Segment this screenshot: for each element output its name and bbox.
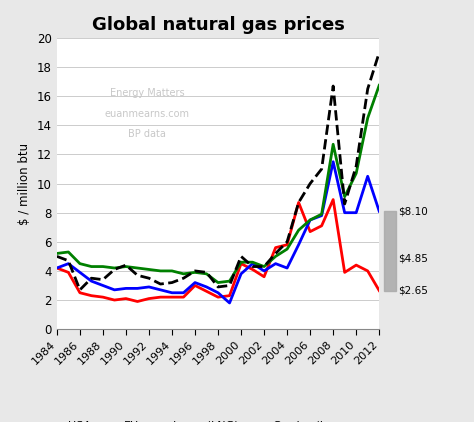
Text: euanmearns.com: euanmearns.com — [105, 109, 190, 119]
Title: Global natural gas prices: Global natural gas prices — [91, 16, 345, 34]
Legend: USA, EU, Japan (LNG), Crude oil: USA, EU, Japan (LNG), Crude oil — [36, 416, 327, 422]
Y-axis label: $ / million btu: $ / million btu — [18, 143, 31, 225]
Text: $8.10: $8.10 — [398, 206, 428, 216]
Text: BP data: BP data — [128, 129, 166, 139]
Text: Energy Matters: Energy Matters — [110, 88, 184, 98]
Text: $4.85: $4.85 — [398, 254, 428, 264]
Text: $2.65: $2.65 — [398, 286, 428, 295]
